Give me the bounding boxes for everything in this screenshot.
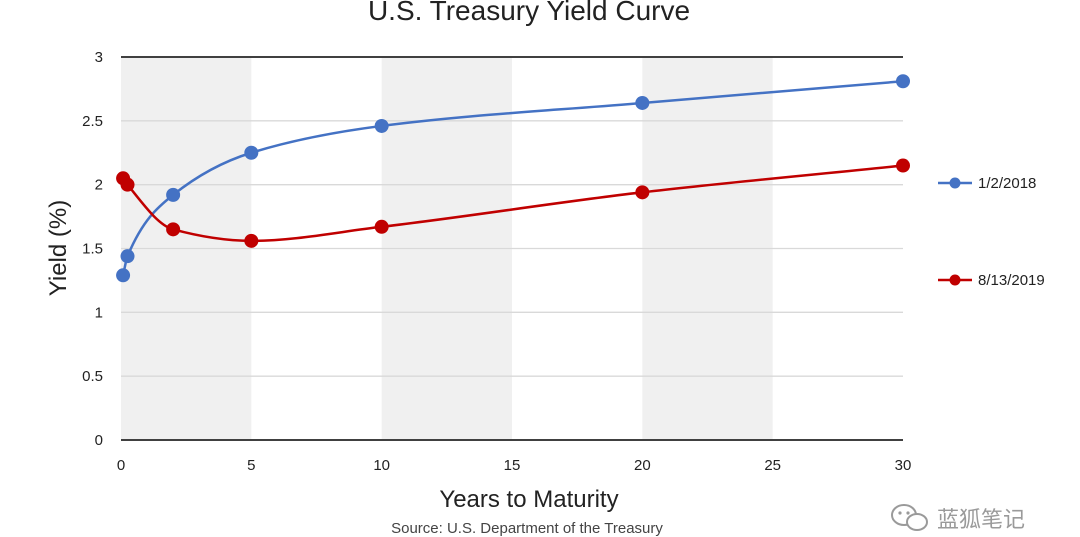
- x-axis-title: Years to Maturity: [439, 486, 618, 513]
- y-tick-label: 2: [95, 177, 103, 194]
- data-point: [244, 233, 259, 248]
- legend: 1/2/2018 8/13/2019: [938, 175, 1045, 289]
- x-tick-label: 5: [247, 457, 255, 474]
- legend-label: 1/2/2018: [978, 175, 1036, 192]
- data-point: [896, 74, 910, 89]
- data-point: [374, 118, 389, 133]
- data-point: [116, 268, 131, 283]
- y-tick-label: 2.5: [82, 113, 103, 130]
- legend-label: 8/13/2019: [978, 272, 1045, 289]
- watermark-text: 蓝狐笔记: [937, 508, 1025, 533]
- series-line: [121, 80, 904, 276]
- x-tick-label: 25: [764, 457, 781, 474]
- data-point: [166, 222, 181, 237]
- source-note: Source: U.S. Department of the Treasury: [391, 520, 663, 537]
- y-axis-title: Yield (%): [45, 200, 72, 296]
- chart-title: U.S. Treasury Yield Curve: [368, 0, 690, 26]
- y-tick-label: 1: [95, 304, 103, 321]
- data-point: [120, 249, 135, 264]
- x-tick-label: 30: [895, 457, 912, 474]
- data-point: [374, 219, 389, 234]
- wechat-icon: [891, 504, 928, 531]
- data-point: [166, 187, 181, 202]
- y-tick-label: 1.5: [82, 241, 103, 258]
- y-tick-label: 3: [95, 49, 103, 66]
- gridlines: [121, 56, 903, 441]
- series-line: [122, 164, 904, 243]
- x-tick-label: 15: [504, 457, 521, 474]
- series-points: [116, 74, 910, 283]
- x-tick-label: 0: [117, 457, 125, 474]
- data-point: [896, 158, 910, 173]
- x-tick-label: 20: [634, 457, 651, 474]
- data-point: [244, 145, 259, 160]
- y-axis: 0 0.5 1 1.5 2 2.5 3: [82, 49, 103, 449]
- x-axis: 0 5 10 15 20 25 30: [117, 457, 912, 474]
- x-tick-label: 10: [373, 457, 390, 474]
- data-point: [635, 185, 650, 200]
- y-tick-label: 0: [95, 432, 103, 449]
- data-point: [635, 95, 650, 110]
- data-point: [120, 177, 135, 192]
- watermark: 蓝狐笔记: [891, 504, 1025, 533]
- legend-swatch-marker: [949, 274, 961, 286]
- y-tick-label: 0.5: [82, 368, 103, 385]
- legend-swatch-marker: [949, 177, 961, 189]
- series-lines: [121, 80, 904, 276]
